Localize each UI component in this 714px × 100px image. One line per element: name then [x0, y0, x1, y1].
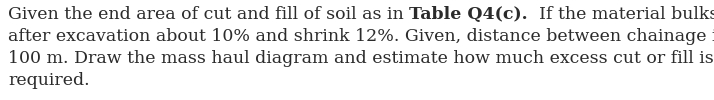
Text: after excavation about 10% and shrink 12%. Given, distance between chainage is: after excavation about 10% and shrink 12… [8, 28, 714, 45]
Text: Given the end area of cut and fill of soil as in: Given the end area of cut and fill of so… [8, 6, 409, 23]
Text: If the material bulks: If the material bulks [528, 6, 714, 23]
Text: 100 m. Draw the mass haul diagram and estimate how much excess cut or fill is: 100 m. Draw the mass haul diagram and es… [8, 50, 714, 67]
Text: required.: required. [8, 72, 90, 89]
Text: Table Q4(c).: Table Q4(c). [409, 6, 528, 23]
